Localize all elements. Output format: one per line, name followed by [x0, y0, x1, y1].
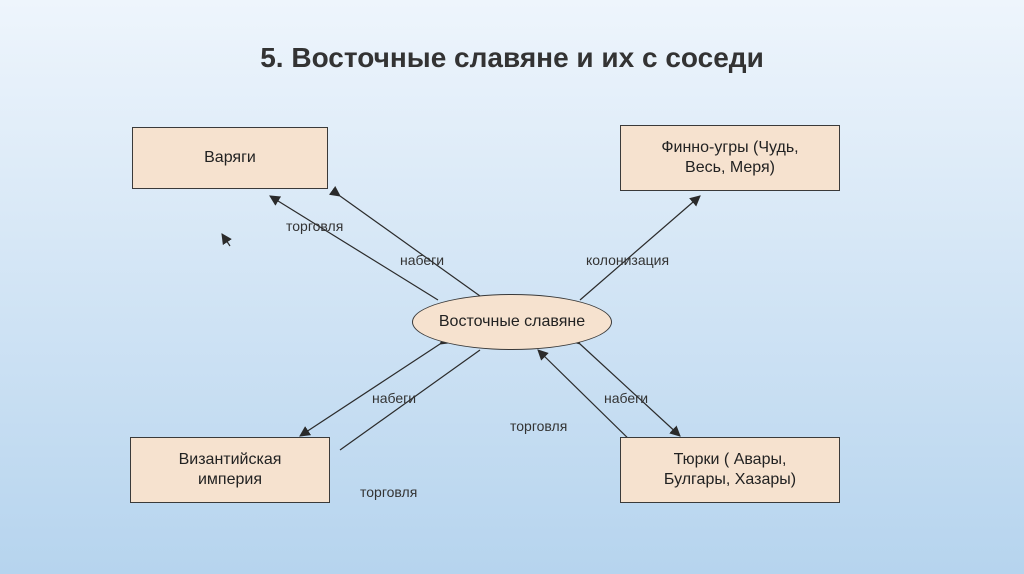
edge-label-5: набеги — [604, 390, 648, 406]
edge-label-6: торговля — [510, 418, 567, 434]
node-finno: Финно-угры (Чудь,Весь, Меря) — [620, 125, 840, 191]
node-turks: Тюрки ( Авары,Булгары, Хазары) — [620, 437, 840, 503]
node-byzantium: Византийскаяимперия — [130, 437, 330, 503]
node-varangians: Варяги — [132, 127, 328, 189]
page-title: 5. Восточные славяне и их с соседи — [0, 42, 1024, 74]
edge-label-1: набеги — [400, 252, 444, 268]
edge-label-3: набеги — [372, 390, 416, 406]
edge-label-4: торговля — [360, 484, 417, 500]
edge-label-0: торговля — [286, 218, 343, 234]
edge-label-2: колонизация — [586, 252, 669, 268]
node-slavs: Восточные славяне — [412, 294, 612, 350]
